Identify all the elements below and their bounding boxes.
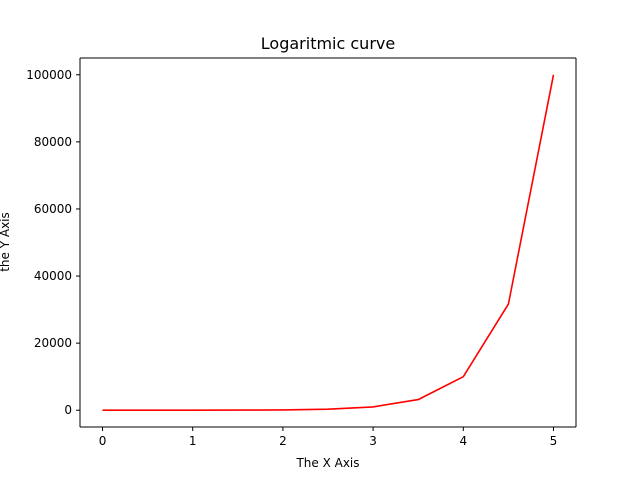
x-axis-label: The X Axis	[295, 456, 359, 470]
y-tick-label: 40000	[34, 269, 72, 283]
x-tick-label: 0	[99, 434, 107, 448]
series-layer	[102, 74, 555, 412]
y-tick-label: 60000	[34, 202, 72, 216]
y-axis-ticks: 0 20000 40000 60000 80000 100000	[26, 68, 80, 417]
x-axis-ticks: 0 1 2 3 4 5	[99, 427, 558, 448]
plot-background	[80, 58, 576, 427]
axes-frame	[79, 57, 577, 428]
y-tick-label: 0	[64, 403, 72, 417]
x-tick-label: 3	[369, 434, 377, 448]
series-line	[102, 74, 555, 412]
chart-title: Logaritmic curve	[261, 34, 395, 53]
plot-area	[80, 58, 576, 427]
y-tick-label: 100000	[26, 68, 72, 82]
x-tick-label: 1	[189, 434, 197, 448]
x-tick-label: 2	[279, 434, 287, 448]
y-tick-label: 80000	[34, 135, 72, 149]
x-tick-label: 5	[550, 434, 558, 448]
y-axis-label: the Y Axis	[0, 212, 12, 272]
y-tick-label: 20000	[34, 336, 72, 350]
x-tick-label: 4	[459, 434, 467, 448]
